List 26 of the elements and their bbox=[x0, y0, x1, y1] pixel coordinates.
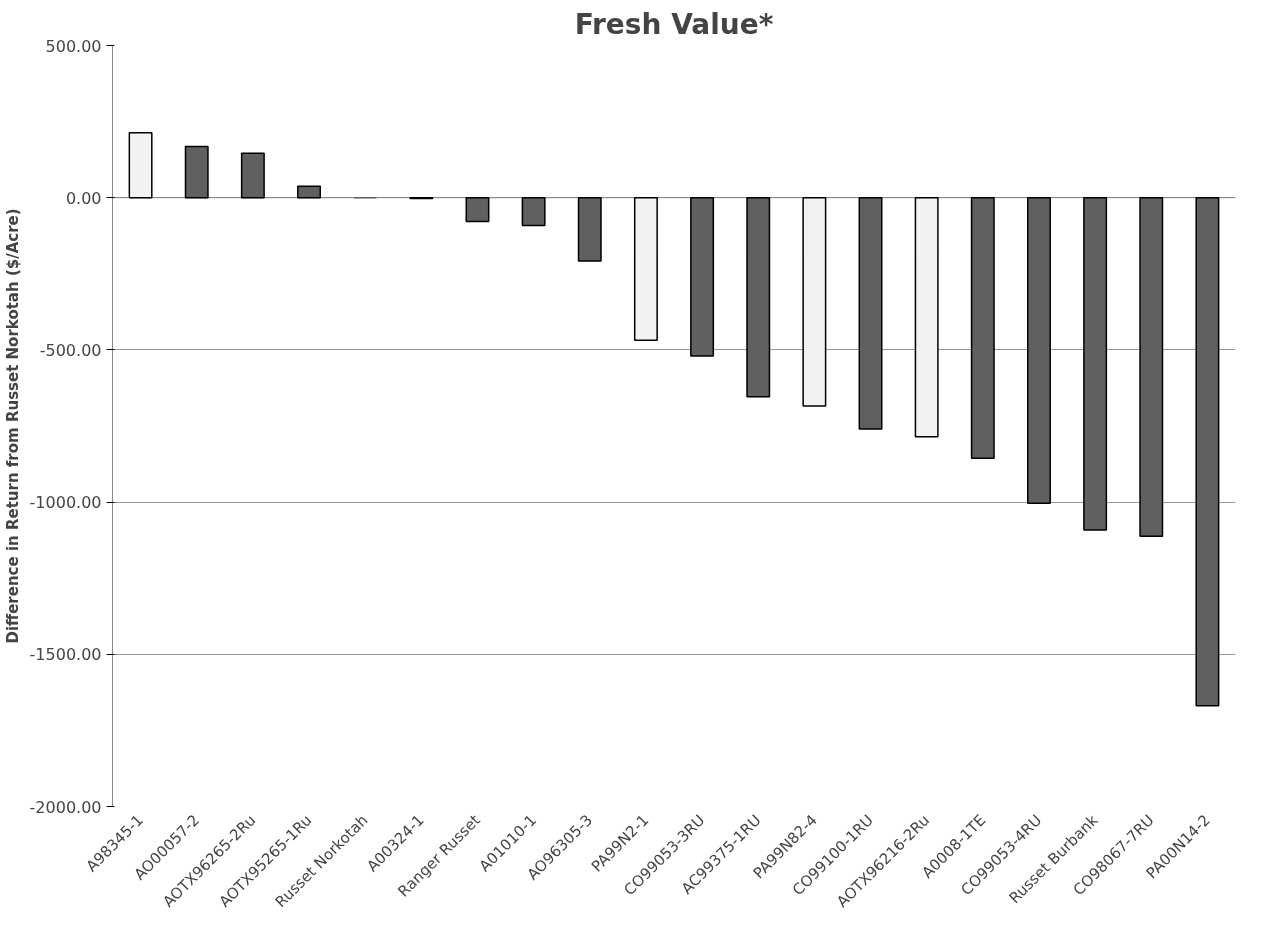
bar bbox=[802, 196, 827, 407]
bar bbox=[240, 152, 265, 199]
bar bbox=[1026, 196, 1051, 505]
bar bbox=[914, 196, 939, 438]
y-tick-label: -1500.00 bbox=[29, 645, 102, 665]
bar bbox=[633, 196, 658, 341]
bar bbox=[690, 196, 715, 357]
bar bbox=[577, 196, 602, 262]
chart-title: Fresh Value* bbox=[574, 7, 774, 41]
bar bbox=[746, 196, 771, 398]
bar bbox=[970, 196, 995, 460]
bar bbox=[297, 185, 322, 199]
bar bbox=[521, 196, 546, 227]
y-tick-label: -2000.00 bbox=[29, 797, 102, 817]
y-tick-label: 0.00 bbox=[65, 188, 102, 208]
bar bbox=[128, 132, 153, 199]
bar bbox=[184, 145, 209, 199]
bar bbox=[1195, 196, 1220, 707]
bar bbox=[465, 196, 490, 223]
bar bbox=[1083, 196, 1108, 531]
bar bbox=[1139, 196, 1164, 537]
y-tick-label: -500.00 bbox=[39, 340, 102, 360]
y-tick-label: 500.00 bbox=[45, 36, 102, 56]
bar bbox=[858, 196, 883, 430]
y-axis-title: Difference in Return from Russet Norkotah ($/Acre) bbox=[3, 208, 22, 644]
y-tick-label: -1000.00 bbox=[29, 493, 102, 513]
